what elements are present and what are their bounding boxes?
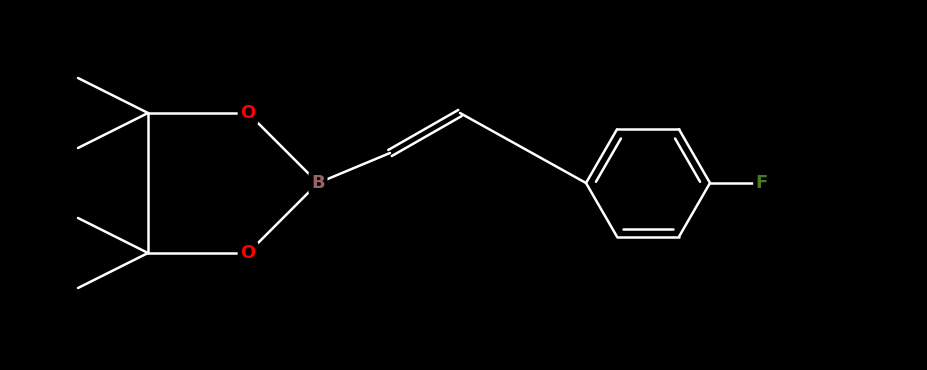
Text: O: O — [240, 244, 256, 262]
Text: O: O — [240, 104, 256, 122]
Text: F: F — [756, 174, 768, 192]
Text: B: B — [311, 174, 324, 192]
